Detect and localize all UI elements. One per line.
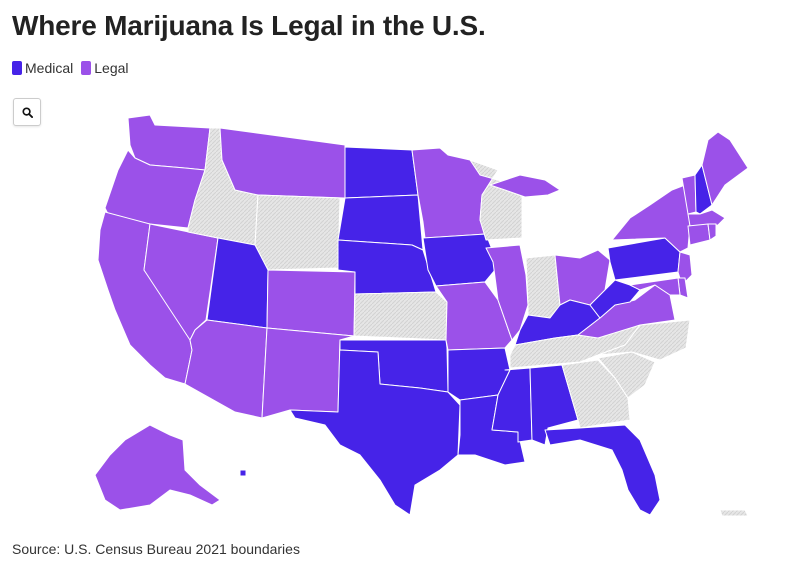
state-FL[interactable] [544, 424, 661, 516]
legend: Medical Legal [12, 60, 129, 76]
legend-label-medical: Medical [25, 60, 74, 76]
state-MD[interactable] [629, 277, 681, 296]
legend-item-legal: Legal [81, 60, 129, 76]
state-NC[interactable] [597, 319, 691, 361]
search-button[interactable] [13, 98, 41, 126]
state-CT[interactable] [687, 223, 711, 246]
state-IN[interactable] [525, 254, 561, 319]
state-WI[interactable] [469, 159, 523, 241]
state-WY[interactable] [254, 194, 341, 271]
state-ME[interactable] [701, 131, 749, 206]
state-MI[interactable] [489, 174, 561, 198]
state-PR[interactable] [719, 509, 749, 517]
state-RI[interactable] [707, 223, 717, 241]
search-icon [21, 106, 33, 118]
state-CO[interactable] [266, 269, 356, 337]
state-NJ[interactable] [677, 251, 693, 286]
legend-item-medical: Medical [12, 60, 73, 76]
legend-swatch-legal [81, 61, 92, 75]
state-AK[interactable] [94, 424, 221, 511]
state-MO[interactable] [435, 281, 513, 351]
state-TX[interactable] [289, 339, 461, 516]
state-KS[interactable] [353, 291, 448, 341]
state-GA[interactable] [561, 359, 631, 429]
state-IA[interactable] [422, 233, 496, 287]
state-PA[interactable] [607, 237, 681, 281]
state-NH[interactable] [694, 164, 713, 215]
map-title: Where Marijuana Is Legal in the U.S. [12, 10, 486, 41]
state-ND[interactable] [344, 146, 419, 199]
state-AZ[interactable] [184, 319, 268, 419]
legend-label-legal: Legal [94, 60, 129, 76]
state-MT[interactable] [219, 127, 346, 199]
state-IL[interactable] [485, 244, 529, 341]
state-HI[interactable] [239, 469, 247, 477]
source-note: Source: U.S. Census Bureau 2021 boundari… [12, 541, 300, 557]
legend-swatch-medical [12, 61, 22, 75]
state-UT[interactable] [206, 237, 269, 329]
